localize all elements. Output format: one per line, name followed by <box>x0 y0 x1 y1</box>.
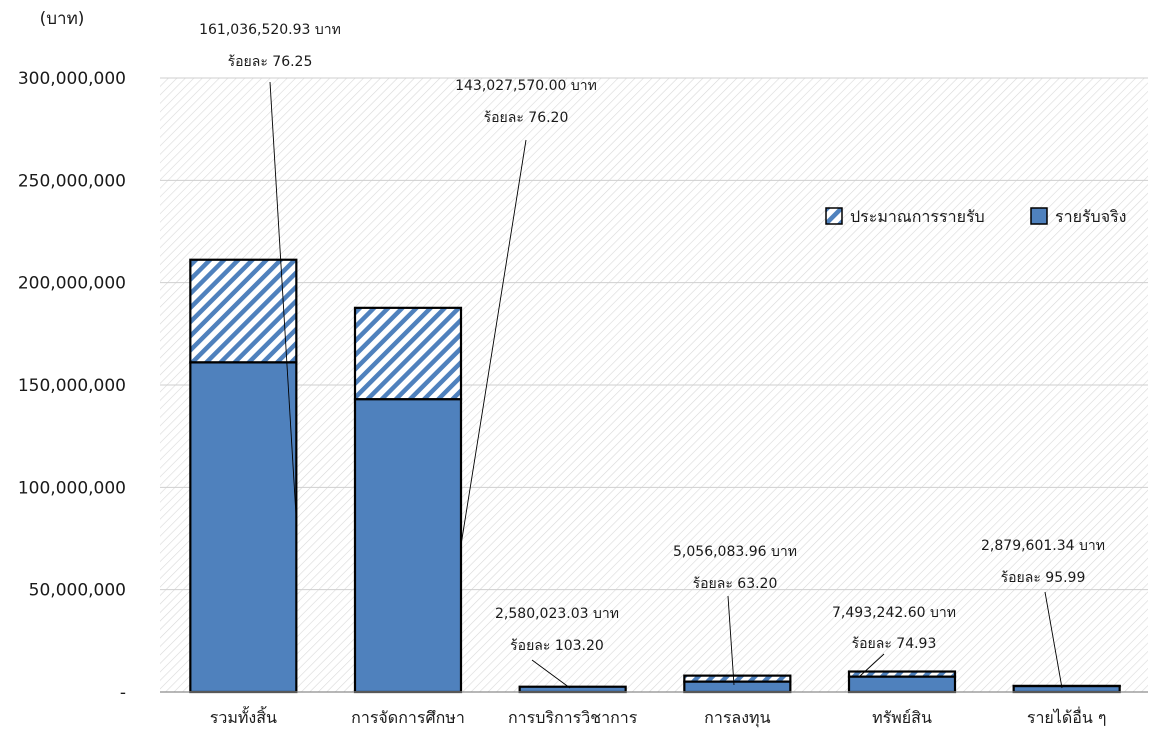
legend-swatch-actual <box>1030 207 1048 225</box>
bar-actual <box>683 680 792 694</box>
x-category-label: รายได้อื่น ๆ <box>1027 706 1107 727</box>
y-tick-label: - <box>120 683 126 703</box>
legend-label-estimate: ประมาณการรายรับ <box>850 207 985 226</box>
y-tick-label: 150,000,000 <box>18 376 126 396</box>
y-tick-label: 200,000,000 <box>18 274 126 294</box>
y-axis-unit-label: (บาท) <box>40 9 85 29</box>
x-category-label: ทรัพย์สิน <box>872 708 932 727</box>
annotation-amount: 161,036,520.93 บาท <box>199 22 341 38</box>
x-category-label: การบริการวิชาการ <box>508 708 638 727</box>
legend-label-actual: รายรับจริง <box>1055 207 1126 226</box>
annotation-amount: 2,879,601.34 บาท <box>981 538 1105 554</box>
annotation-percent: ร้อยละ 95.99 <box>1001 570 1086 586</box>
y-tick-label: 100,000,000 <box>18 478 126 498</box>
annotation-amount: 7,493,242.60 บาท <box>832 605 956 621</box>
annotation-leader-line <box>531 659 571 689</box>
annotation-leader-line <box>1044 591 1063 689</box>
annotation-percent: ร้อยละ 103.20 <box>510 638 604 654</box>
annotation-amount: 5,056,083.96 บาท <box>673 544 797 560</box>
bar-actual <box>847 675 957 694</box>
x-category-label: รวมทั้งสิ้น <box>210 706 277 727</box>
annotation-percent: ร้อยละ 74.93 <box>852 636 937 652</box>
annotation-percent: ร้อยละ 76.25 <box>228 54 313 70</box>
y-tick-label: 50,000,000 <box>29 581 126 601</box>
annotation-leader-line <box>727 595 735 686</box>
bar-actual <box>1012 685 1121 694</box>
annotation-percent: ร้อยละ 76.20 <box>484 110 569 126</box>
x-category-label: การลงทุน <box>704 708 770 728</box>
bar-actual <box>189 361 298 694</box>
annotation-leader-line <box>859 653 885 677</box>
bar-estimate <box>189 258 298 364</box>
bar-actual <box>518 685 627 694</box>
annotation-amount: 2,580,023.03 บาท <box>495 606 619 622</box>
legend-swatch-estimate <box>825 207 843 225</box>
annotation-amount: 143,027,570.00 บาท <box>455 78 597 94</box>
annotation-percent: ร้อยละ 63.20 <box>693 576 778 592</box>
bar-estimate <box>353 306 463 401</box>
x-category-label: การจัดการศึกษา <box>351 708 465 727</box>
y-tick-label: 250,000,000 <box>18 171 126 191</box>
annotation-leader-line <box>460 139 527 546</box>
bar-actual <box>353 398 463 694</box>
annotation-leader-line <box>269 81 297 516</box>
y-tick-label: 300,000,000 <box>18 69 126 89</box>
